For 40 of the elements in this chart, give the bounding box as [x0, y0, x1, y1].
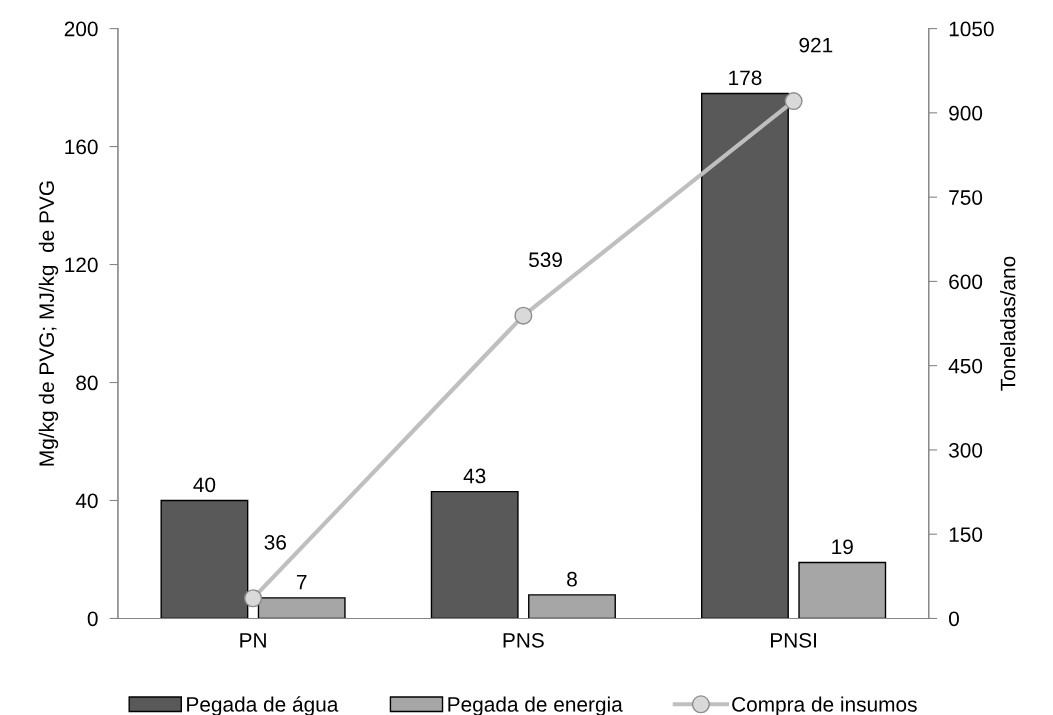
- y-tick-label: 0: [87, 611, 98, 627]
- y2-tick-label: 0: [949, 611, 959, 627]
- data-label: 7: [296, 575, 307, 590]
- bar: [257, 597, 346, 619]
- legend-label: Pegada de água: [187, 696, 339, 715]
- data-label: 36: [264, 534, 286, 550]
- legend-label: Pegada de energia: [448, 696, 623, 715]
- bar: [528, 594, 616, 619]
- y-tick-label: 120: [65, 257, 98, 273]
- data-label: 19: [832, 539, 853, 555]
- data-label: 43: [463, 468, 486, 484]
- x-tick-label: PN: [240, 633, 266, 648]
- point: [514, 306, 533, 325]
- data-label: 539: [529, 252, 562, 268]
- y-tick-label: 80: [76, 375, 98, 391]
- point: [244, 589, 263, 608]
- point: [784, 92, 803, 111]
- data-label: 178: [729, 70, 762, 86]
- bar: [430, 490, 519, 619]
- y2-tick-label: 900: [949, 105, 983, 121]
- y2-tick-label: 750: [949, 190, 983, 205]
- y2-axis-title: Toneladas/ano: [1000, 256, 1016, 391]
- y-tick-label: 200: [64, 21, 98, 37]
- bar: [798, 561, 887, 619]
- y-tick-label: 160: [65, 139, 98, 155]
- data-label: 921: [799, 37, 833, 53]
- bar: [160, 499, 249, 619]
- legend-label: Compra de insumos: [732, 696, 917, 715]
- y2-tick-label: 150: [949, 527, 983, 542]
- y2-tick-label: 450: [948, 358, 983, 374]
- y-axis-title: Mg/kg de PVG; MJ/kg de PVG: [38, 181, 59, 466]
- y2-tick-label: 300: [948, 442, 983, 458]
- data-label: 40: [193, 477, 216, 493]
- y-tick-label: 40: [75, 493, 98, 509]
- y2-tick-label: 600: [949, 274, 983, 290]
- data-label: 8: [567, 571, 577, 587]
- y2-tick-label: 1050: [949, 21, 994, 37]
- bar: [701, 92, 789, 619]
- x-tick-label: PNSI: [771, 632, 816, 648]
- x-tick-label: PNS: [503, 632, 544, 648]
